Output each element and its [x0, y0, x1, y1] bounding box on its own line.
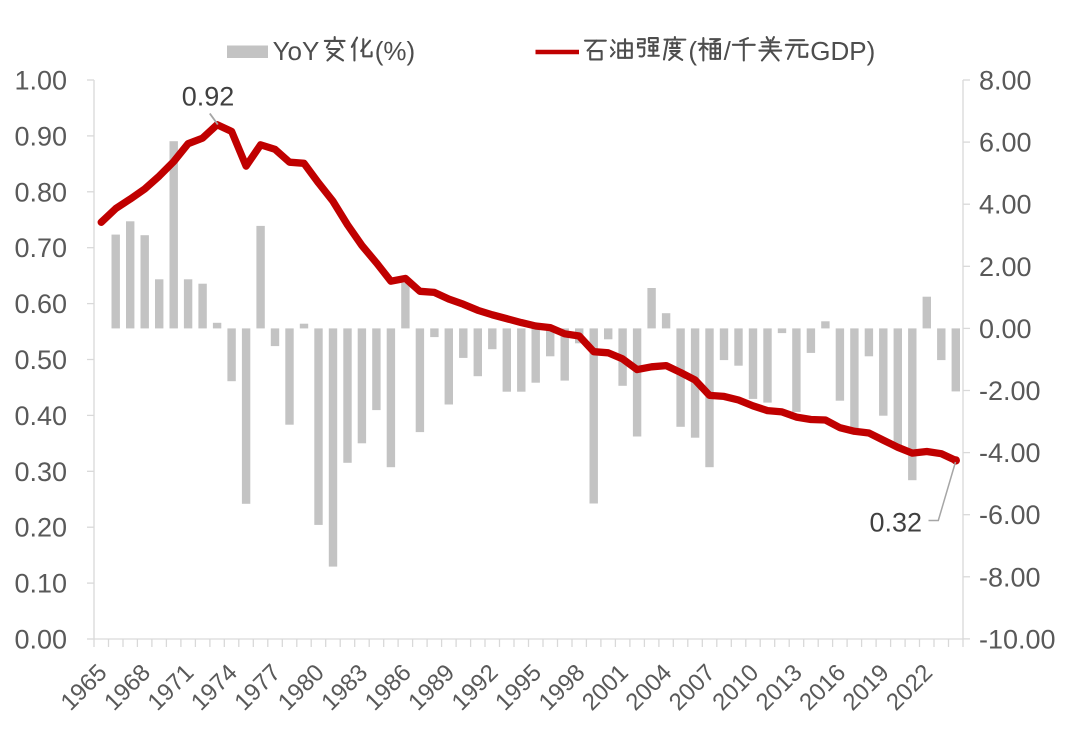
- svg-text:0.20: 0.20: [14, 513, 67, 543]
- svg-text:(%): (%): [375, 36, 415, 66]
- svg-text:-8.00: -8.00: [979, 562, 1041, 592]
- svg-text:YoY: YoY: [273, 36, 320, 66]
- svg-text:0.60: 0.60: [14, 289, 67, 319]
- svg-text:0.00: 0.00: [14, 625, 67, 655]
- svg-text:GDP): GDP): [810, 36, 875, 66]
- svg-text:0.10: 0.10: [14, 569, 67, 599]
- svg-text:0.80: 0.80: [14, 177, 67, 207]
- svg-text:0.92: 0.92: [182, 82, 235, 112]
- svg-text:-6.00: -6.00: [979, 500, 1041, 530]
- svg-text:4.00: 4.00: [979, 190, 1032, 220]
- svg-text:0.90: 0.90: [14, 121, 67, 151]
- svg-text:-2.00: -2.00: [979, 376, 1041, 406]
- svg-text:0.32: 0.32: [869, 508, 922, 538]
- svg-text:6.00: 6.00: [979, 128, 1032, 158]
- svg-text:0.00: 0.00: [979, 314, 1032, 344]
- svg-text:1.00: 1.00: [14, 66, 67, 96]
- svg-text:0.30: 0.30: [14, 457, 67, 487]
- svg-text:(: (: [688, 36, 697, 66]
- svg-text:0.70: 0.70: [14, 233, 67, 263]
- svg-text:0.40: 0.40: [14, 401, 67, 431]
- svg-text:-4.00: -4.00: [979, 438, 1041, 468]
- svg-text:-10.00: -10.00: [979, 624, 1056, 654]
- svg-text:8.00: 8.00: [979, 66, 1032, 96]
- svg-text:/: /: [724, 36, 732, 66]
- svg-text:0.50: 0.50: [14, 345, 67, 375]
- svg-text:2.00: 2.00: [979, 252, 1032, 282]
